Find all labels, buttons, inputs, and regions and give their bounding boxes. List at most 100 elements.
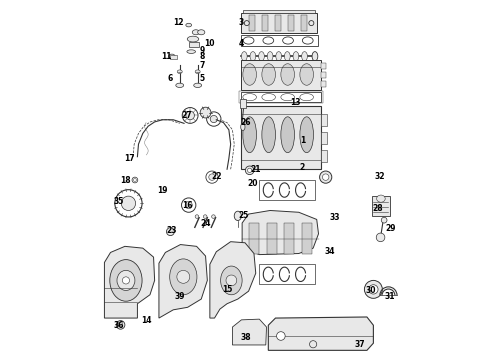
Ellipse shape (110, 260, 142, 301)
Ellipse shape (177, 270, 190, 283)
Polygon shape (242, 211, 318, 255)
Ellipse shape (300, 94, 314, 101)
Text: 12: 12 (173, 18, 184, 27)
Text: 23: 23 (166, 226, 177, 235)
Text: 1: 1 (300, 136, 305, 145)
Text: 33: 33 (329, 213, 340, 222)
Ellipse shape (186, 23, 192, 27)
Ellipse shape (368, 285, 378, 294)
Ellipse shape (245, 21, 249, 26)
Bar (372, 196, 390, 216)
Ellipse shape (312, 51, 318, 61)
Ellipse shape (122, 196, 136, 211)
Bar (249, 15, 255, 31)
Bar (241, 36, 318, 45)
Text: 25: 25 (238, 211, 248, 220)
Ellipse shape (267, 51, 273, 61)
Ellipse shape (259, 51, 265, 61)
Ellipse shape (381, 217, 387, 223)
Text: 8: 8 (199, 53, 205, 62)
Ellipse shape (170, 259, 197, 295)
Ellipse shape (262, 117, 275, 153)
Bar (275, 15, 281, 31)
Ellipse shape (234, 211, 242, 221)
Text: 6: 6 (167, 74, 172, 83)
Text: 27: 27 (182, 111, 192, 120)
Text: 9: 9 (199, 46, 205, 55)
Ellipse shape (300, 117, 314, 153)
Bar (321, 72, 326, 78)
Ellipse shape (203, 215, 207, 219)
Ellipse shape (200, 107, 211, 118)
Ellipse shape (210, 116, 218, 123)
Ellipse shape (116, 320, 125, 329)
Ellipse shape (206, 171, 218, 183)
Ellipse shape (262, 94, 275, 101)
Text: 34: 34 (324, 247, 335, 256)
Bar (321, 149, 327, 162)
Text: 39: 39 (174, 292, 185, 301)
Ellipse shape (167, 228, 174, 235)
Bar (285, 223, 294, 253)
Ellipse shape (302, 37, 313, 44)
Polygon shape (232, 319, 267, 345)
Text: 36: 36 (114, 321, 124, 330)
Text: 13: 13 (290, 98, 300, 107)
Text: 37: 37 (354, 340, 365, 349)
Bar (288, 15, 294, 31)
Text: 32: 32 (374, 172, 385, 181)
Bar (248, 223, 259, 253)
Ellipse shape (302, 51, 307, 61)
Text: 38: 38 (241, 333, 251, 342)
Text: 22: 22 (211, 172, 221, 181)
Ellipse shape (181, 198, 196, 212)
Bar (170, 55, 177, 59)
Ellipse shape (187, 50, 196, 53)
Ellipse shape (220, 266, 242, 295)
Ellipse shape (119, 323, 122, 327)
Text: 4: 4 (239, 39, 244, 48)
Ellipse shape (262, 64, 275, 85)
Text: 2: 2 (300, 163, 305, 172)
Text: 28: 28 (372, 204, 383, 213)
Ellipse shape (207, 112, 221, 126)
Ellipse shape (186, 111, 195, 120)
Text: 24: 24 (200, 219, 211, 228)
Ellipse shape (195, 215, 199, 219)
Ellipse shape (241, 123, 245, 131)
Bar (241, 107, 321, 169)
Text: 17: 17 (124, 154, 135, 163)
Ellipse shape (376, 233, 385, 242)
Ellipse shape (276, 51, 282, 61)
Text: 35: 35 (114, 197, 124, 206)
Bar (267, 223, 276, 253)
Ellipse shape (242, 51, 247, 61)
Ellipse shape (115, 190, 142, 217)
Ellipse shape (182, 108, 198, 123)
Bar (243, 10, 315, 13)
Bar (301, 15, 307, 31)
Ellipse shape (122, 277, 129, 284)
Polygon shape (269, 317, 373, 350)
Text: 21: 21 (250, 165, 261, 174)
Text: 5: 5 (199, 74, 204, 83)
Ellipse shape (243, 94, 256, 101)
Bar (321, 81, 326, 87)
Ellipse shape (185, 202, 192, 209)
Polygon shape (210, 242, 256, 318)
Ellipse shape (285, 51, 290, 61)
Text: 30: 30 (366, 286, 376, 295)
Polygon shape (159, 244, 207, 318)
Ellipse shape (309, 21, 314, 26)
Polygon shape (104, 246, 155, 318)
Ellipse shape (319, 171, 332, 183)
Ellipse shape (177, 70, 182, 73)
Ellipse shape (176, 83, 184, 87)
Ellipse shape (365, 280, 382, 298)
Bar (321, 114, 327, 126)
Ellipse shape (194, 83, 201, 87)
Bar (321, 63, 326, 69)
Ellipse shape (263, 37, 274, 44)
Ellipse shape (322, 174, 329, 180)
Text: 26: 26 (241, 118, 251, 127)
